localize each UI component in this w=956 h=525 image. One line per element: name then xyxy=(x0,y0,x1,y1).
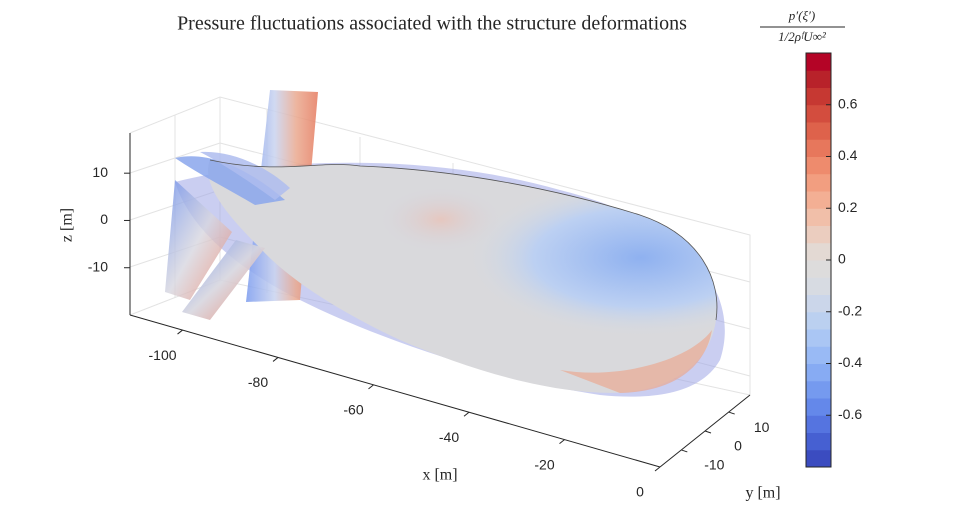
colorbar-band xyxy=(806,449,831,468)
colorbar-band xyxy=(806,415,831,433)
x-tick xyxy=(177,329,183,335)
colorbar-tick-label: 0.4 xyxy=(838,147,858,163)
colorbar-band xyxy=(806,260,831,278)
y-axis-label: y [m] xyxy=(745,485,780,502)
colorbar-band xyxy=(806,329,831,347)
colorbar-band xyxy=(806,191,831,209)
x-tick-label: -80 xyxy=(248,374,268,390)
colorbar-band xyxy=(806,398,831,416)
title-denominator: 1/2ρᶠU∞² xyxy=(778,29,827,44)
colorbar-band xyxy=(806,104,831,123)
x-axis-label: x [m] xyxy=(422,467,457,484)
airship-surface xyxy=(165,90,725,397)
x-tick xyxy=(272,357,279,362)
colorbar-band xyxy=(806,53,831,71)
title-numerator: p′(ξ′) xyxy=(788,8,815,23)
colorbar-tick-label: 0 xyxy=(838,251,846,267)
colorbar-band xyxy=(806,380,831,399)
x-tick xyxy=(368,384,374,390)
y-tick-label: 10 xyxy=(754,419,770,435)
colorbar-band xyxy=(806,225,831,244)
y-tick xyxy=(704,430,712,434)
colorbar-band xyxy=(806,208,831,226)
z-axis-label: z [m] xyxy=(59,208,76,242)
z-tick-label: 10 xyxy=(92,164,108,180)
colorbar-band xyxy=(806,70,831,88)
chart-title: Pressure fluctuations associated with th… xyxy=(177,13,687,35)
colorbar-band xyxy=(806,311,831,330)
colorbar-tick-label: -0.2 xyxy=(838,302,862,318)
x-tick-label: -20 xyxy=(534,456,554,472)
z-tick-label: 0 xyxy=(100,211,108,227)
colorbar-tick-label: -0.6 xyxy=(838,406,862,422)
y-tick xyxy=(681,449,688,453)
x-tick-label: -40 xyxy=(439,429,459,445)
colorbar-band xyxy=(806,87,831,106)
colorbar-tick-label: -0.4 xyxy=(838,354,862,370)
colorbar-band xyxy=(806,156,831,175)
x-axis-line xyxy=(129,314,661,468)
z-tick-label: -10 xyxy=(88,258,108,274)
colorbar-band xyxy=(806,242,831,261)
colorbar-band xyxy=(806,363,831,382)
colorbar-band xyxy=(806,294,831,313)
y-tick xyxy=(728,411,735,415)
colorbar-band xyxy=(806,346,831,364)
colorbar-band xyxy=(806,277,831,295)
colorbar-outline xyxy=(805,52,832,468)
x-tick-label: -100 xyxy=(149,347,177,363)
x-tick-label: 0 xyxy=(636,484,644,500)
x-tick xyxy=(559,439,565,445)
colorbar-band xyxy=(806,432,831,451)
colorbar-tick-label: 0.2 xyxy=(838,199,858,215)
colorbar-tick-label: 0.6 xyxy=(838,95,858,111)
x-tick xyxy=(654,466,661,472)
colorbar-band xyxy=(806,122,831,140)
y-tick-label: -10 xyxy=(704,457,724,473)
x-tick xyxy=(463,411,470,417)
y-tick-label: 0 xyxy=(734,438,742,454)
x-tick-label: -60 xyxy=(343,402,363,418)
colorbar-band xyxy=(806,139,831,157)
colorbar-band xyxy=(806,173,831,192)
